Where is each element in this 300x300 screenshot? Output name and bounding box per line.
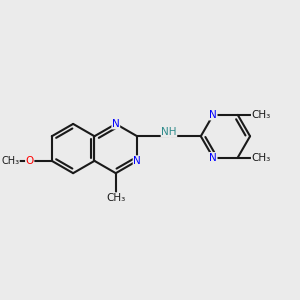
Text: N: N bbox=[209, 110, 217, 120]
Text: CH₃: CH₃ bbox=[251, 110, 271, 120]
Text: CH₃: CH₃ bbox=[1, 156, 19, 166]
Text: N: N bbox=[133, 156, 141, 166]
Text: CH₃: CH₃ bbox=[106, 193, 125, 203]
Text: N: N bbox=[209, 153, 217, 163]
Text: O: O bbox=[26, 156, 34, 166]
Text: CH₃: CH₃ bbox=[251, 153, 271, 163]
Text: N: N bbox=[112, 119, 120, 129]
Text: NH: NH bbox=[161, 127, 177, 137]
